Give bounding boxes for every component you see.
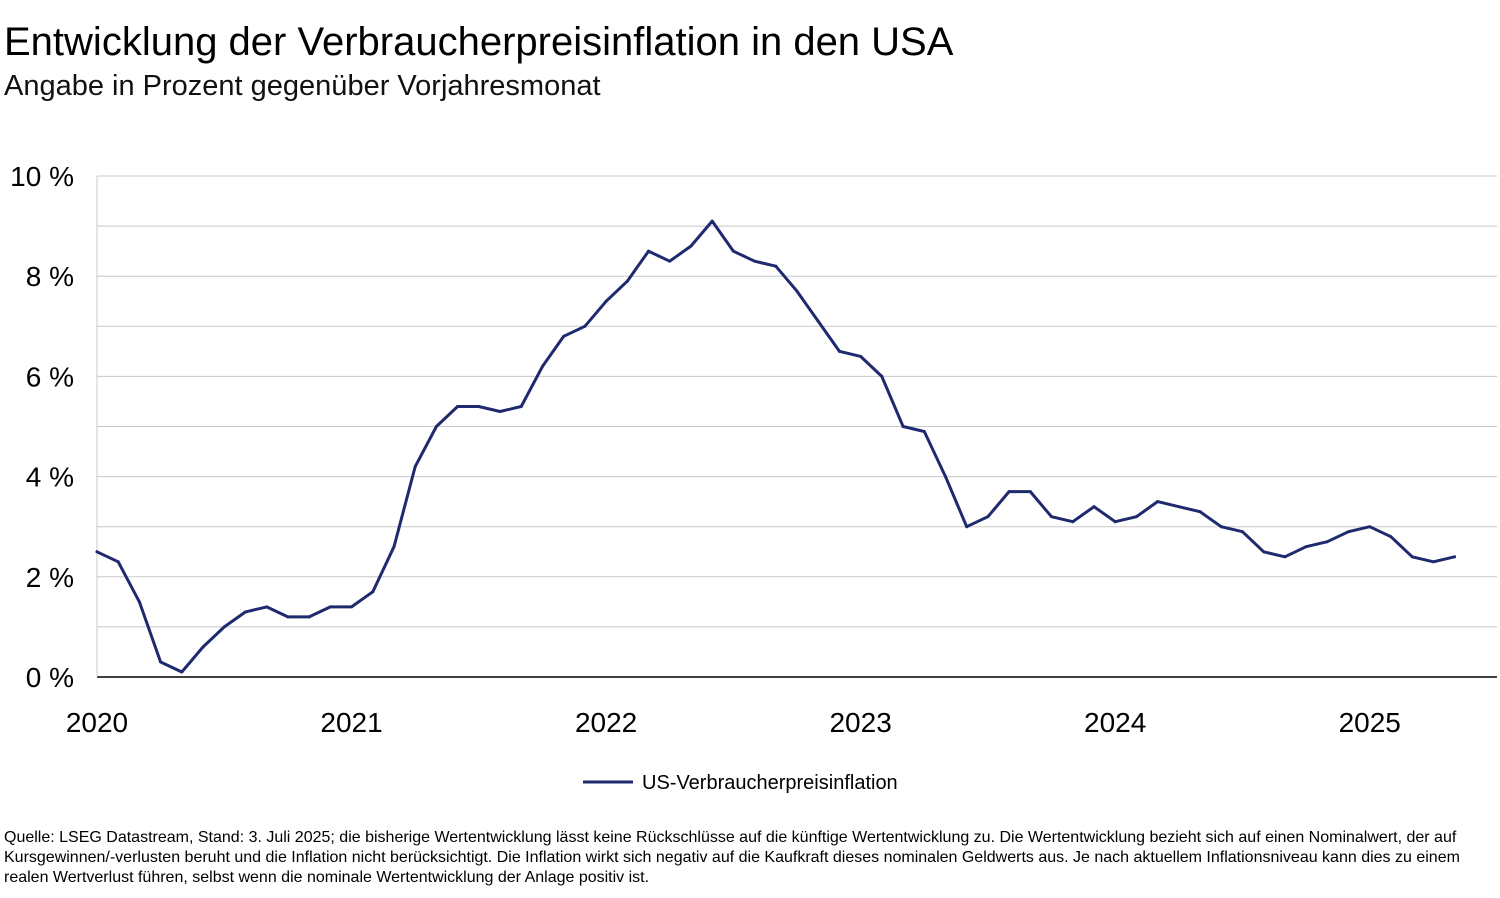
data-point [562,334,566,338]
data-point [498,409,502,413]
chart-title: Entwicklung der Verbraucherpreisinflatio… [4,20,954,64]
legend: US-Verbraucherpreisinflation [583,772,898,794]
data-point [392,545,396,549]
data-point [965,525,969,529]
data-point [668,259,672,263]
data-point [1177,505,1181,509]
data-point [1431,560,1435,564]
y-tick-label: 10 % [10,161,74,192]
data-point [1262,550,1266,554]
x-tick-label: 2020 [66,707,128,738]
data-point [456,404,460,408]
data-point [307,615,311,619]
data-point [1156,500,1160,504]
data-point [1071,520,1075,524]
data-point [647,249,651,253]
data-point [1368,525,1372,529]
data-point [434,425,438,428]
data-point [1113,520,1117,524]
data-point [625,279,629,283]
data-point [477,404,481,408]
data-point [1325,540,1329,544]
data-point [1092,505,1096,509]
y-tick-label: 8 % [26,261,74,292]
data-point [1304,545,1308,549]
data-point [116,560,120,564]
x-tick-label: 2022 [575,707,637,738]
data-point [1347,530,1351,534]
data-point [1028,490,1032,494]
data-point [519,404,523,408]
y-tick-label: 6 % [26,361,74,392]
data-point [180,670,184,674]
data-point [774,264,778,268]
data-point [922,430,926,434]
data-point [689,244,693,248]
series-line-us-cpi [95,219,1457,674]
data-point [350,605,354,609]
data-point [880,374,884,378]
data-point [413,465,417,469]
x-tick-label: 2023 [829,707,891,738]
y-tick-label: 4 % [26,462,74,493]
x-tick-label: 2025 [1339,707,1401,738]
series-group [95,219,1457,674]
data-point [222,625,226,629]
data-point [1134,515,1138,519]
x-tick-label: 2021 [320,707,382,738]
data-point [137,600,141,604]
data-point [95,550,99,554]
data-point [731,249,735,253]
data-point [943,475,947,479]
data-point [753,259,757,263]
data-point [1198,510,1202,514]
data-point [1410,555,1414,559]
data-point [540,364,544,368]
data-point [604,299,608,303]
y-axis-ticks: 0 % 2 % 4 % 6 % 8 % 10 % [10,161,74,693]
data-point [371,590,375,594]
y-tick-label: 0 % [26,662,74,693]
data-point [859,354,863,358]
y-tick-label: 2 % [26,562,74,593]
grid-lines [97,175,1497,678]
x-axis-ticks: 2020 2021 2022 2023 2024 2025 [66,707,1401,738]
data-point [243,610,247,614]
legend-label-us-cpi: US-Verbraucherpreisinflation [642,772,898,794]
data-point [816,319,820,323]
data-point [1283,555,1287,559]
x-tick-label: 2024 [1084,707,1146,738]
data-point [286,615,290,619]
chart-subtitle: Angabe in Prozent gegenüber Vorjahresmon… [4,70,601,102]
data-point [328,605,332,609]
data-point [1453,555,1457,559]
data-point [986,515,990,519]
data-point [201,645,205,649]
data-point [1050,515,1054,519]
source-note: Quelle: LSEG Datastream, Stand: 3. Juli … [4,829,1460,886]
data-point [837,349,841,353]
data-point [1219,525,1223,529]
data-point [265,605,269,609]
data-point [795,289,799,293]
data-point [901,425,905,428]
data-point [159,660,163,664]
data-point [1240,530,1244,534]
data-point [710,219,714,223]
data-point [1007,490,1011,494]
data-point [1389,535,1393,539]
data-point [583,324,587,328]
